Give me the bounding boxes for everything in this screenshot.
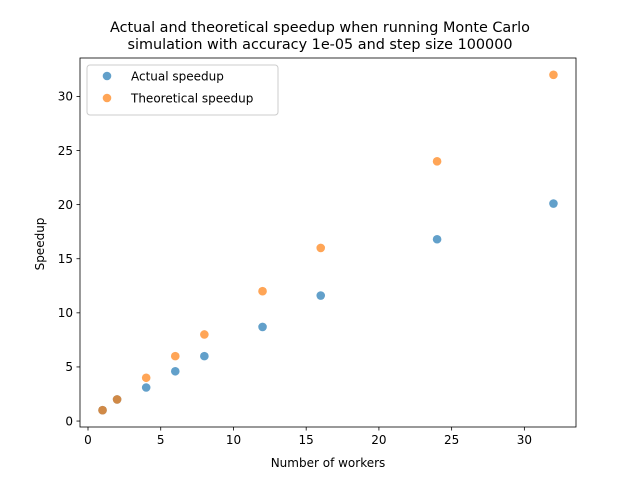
actual-speedup-point	[141, 383, 151, 392]
x-tick-label: 5	[157, 433, 165, 447]
y-tick-label: 30	[58, 90, 73, 104]
actual-speedup-point	[258, 322, 267, 332]
theoretical-speedup-point	[549, 70, 558, 80]
theoretical-speedup-point	[112, 395, 122, 404]
legend-box	[86, 64, 279, 116]
y-axis-label: Speedup	[33, 218, 47, 271]
x-tick-label: 15	[299, 433, 314, 447]
actual-speedup-point	[316, 291, 326, 300]
y-tick-label: 0	[65, 414, 73, 428]
x-tick-label: 30	[517, 433, 532, 447]
actual-speedup-point	[549, 199, 558, 208]
legend-label: Theoretical speedup	[130, 91, 253, 105]
theoretical-speedup-point	[200, 330, 209, 339]
y-tick-label: 25	[58, 144, 73, 158]
actual-speedup-point	[200, 351, 209, 361]
theoretical-speedup-point	[316, 243, 326, 253]
theoretical-speedup-point	[258, 286, 267, 296]
y-tick-label: 5	[65, 360, 73, 374]
axes-frame	[79, 57, 577, 428]
theoretical-speedup-point	[141, 373, 151, 383]
legend: Actual speedup Theoretical speedup	[86, 64, 279, 116]
x-tick-label: 10	[226, 433, 241, 447]
chart-title-line-1: Actual and theoretical speedup when runn…	[110, 20, 530, 36]
theoretical-speedup-point	[432, 157, 442, 166]
plot-area	[98, 70, 558, 415]
theoretical-speedup-point	[170, 351, 180, 361]
actual-speedup-point	[432, 234, 442, 244]
y-tick-label: 10	[58, 306, 73, 320]
x-tick-label: 0	[84, 433, 92, 447]
y-tick-label: 15	[58, 252, 73, 266]
legend-marker	[102, 71, 112, 81]
legend-marker	[102, 93, 112, 103]
legend-label: Actual speedup	[131, 69, 224, 83]
x-tick-label: 20	[371, 433, 386, 447]
y-tick-label: 20	[58, 198, 73, 212]
axes: 0 5 10 15 20 25 30 0 5 10 15 20 25 30	[58, 57, 577, 447]
x-axis-label: Number of workers	[271, 456, 386, 470]
actual-speedup-point	[170, 366, 180, 376]
x-tick-label: 25	[444, 433, 459, 447]
chart-title-line-2: simulation with accuracy 1e-05 and step …	[127, 37, 512, 53]
theoretical-speedup-point	[98, 405, 107, 415]
